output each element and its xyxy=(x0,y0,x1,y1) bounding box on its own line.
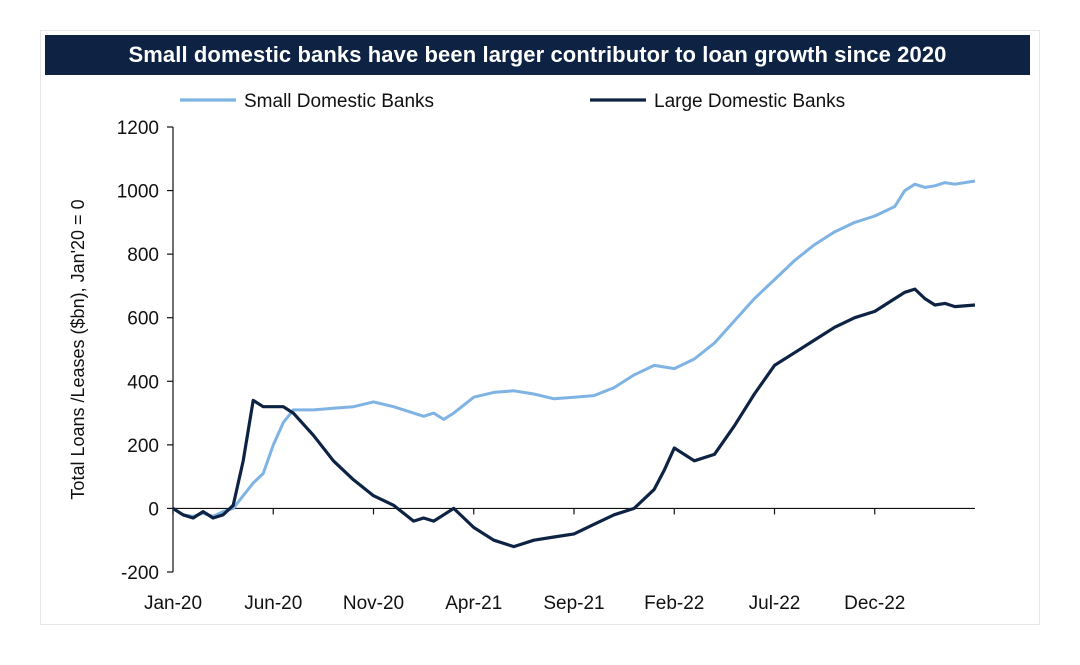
chart-frame xyxy=(40,30,1040,625)
series-line-large-domestic-banks xyxy=(172,287,976,549)
x-tick-label: Apr-21 xyxy=(445,593,502,614)
x-tick-label: Feb-22 xyxy=(644,593,704,614)
y-tick-label: 1000 xyxy=(117,182,159,203)
x-tick-label: Dec-22 xyxy=(844,593,905,614)
series-line-small-domestic-banks xyxy=(172,179,976,518)
series-lines xyxy=(172,179,976,549)
legend: Small Domestic Banks Large Domestic Banks xyxy=(180,91,845,112)
x-tick-label: Jun-20 xyxy=(244,593,302,614)
y-tick-label: -200 xyxy=(121,563,159,584)
y-tick-label: 0 xyxy=(148,499,159,520)
y-tick-label: 400 xyxy=(127,372,159,393)
y-axis-ticks: -200 0 200 400 600 800 1000 1200 xyxy=(117,118,173,584)
y-axis-label: Total Loans /Leases ($bn), Jan'20 = 0 xyxy=(68,199,88,499)
x-tick-label: Nov-20 xyxy=(343,593,404,614)
x-tick-label: Jan-20 xyxy=(144,593,202,614)
legend-label: Large Domestic Banks xyxy=(654,91,845,112)
y-tick-label: 800 xyxy=(127,245,159,266)
y-tick-label: 1200 xyxy=(117,118,159,139)
x-axis-ticks: Jan-20 Jun-20 Nov-20 Apr-21 Sep-21 Feb-22 Jul-… xyxy=(144,508,905,614)
x-tick-label: Sep-21 xyxy=(543,593,604,614)
legend-label: Small Domestic Banks xyxy=(244,91,434,112)
x-tick-label: Jul-22 xyxy=(749,593,801,614)
axes xyxy=(172,127,975,572)
chart-title: Small domestic banks have been larger co… xyxy=(45,35,1030,75)
y-tick-label: 600 xyxy=(127,309,159,330)
y-tick-label: 200 xyxy=(127,436,159,457)
